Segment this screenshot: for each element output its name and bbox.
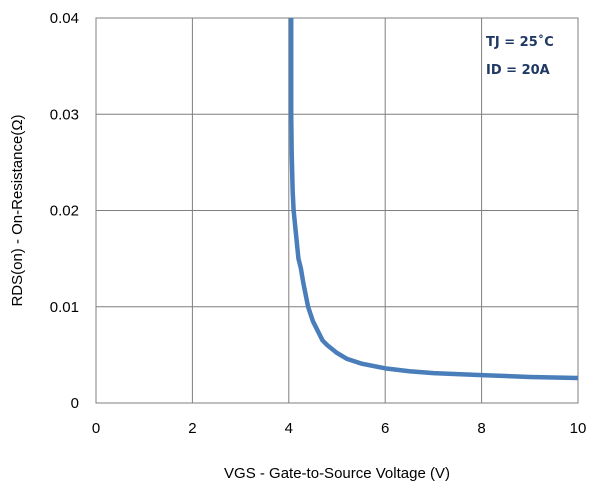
annotations: TJ = 25˚C ID = 20A [486,34,554,78]
y-tick-label: 0.04 [50,10,79,27]
x-tick-label: 10 [570,420,587,437]
x-tick-label: 8 [477,420,485,437]
y-tick-labels: 0 0.01 0.02 0.03 0.04 [50,10,79,412]
y-tick-label: 0.01 [50,299,79,316]
x-tick-label: 0 [92,420,100,437]
series-group [288,18,579,381]
y-tick-label: 0.02 [50,203,79,220]
x-tick-label: 2 [188,420,196,437]
series-line [288,18,579,381]
x-tick-labels: 0 2 4 6 8 10 [92,420,587,437]
y-tick-label: 0 [71,395,79,412]
y-axis-title: RDS(on) - On-Resistance(Ω) [9,114,26,306]
y-tick-label: 0.03 [50,106,79,123]
x-tick-label: 4 [285,420,293,437]
annotation-label: TJ = 25˚C [486,34,554,50]
x-axis-title: VGS - Gate-to-Source Voltage (V) [224,465,450,482]
plot-area [95,17,579,404]
x-tick-label: 6 [381,420,389,437]
annotation-label: ID = 20A [486,63,550,78]
